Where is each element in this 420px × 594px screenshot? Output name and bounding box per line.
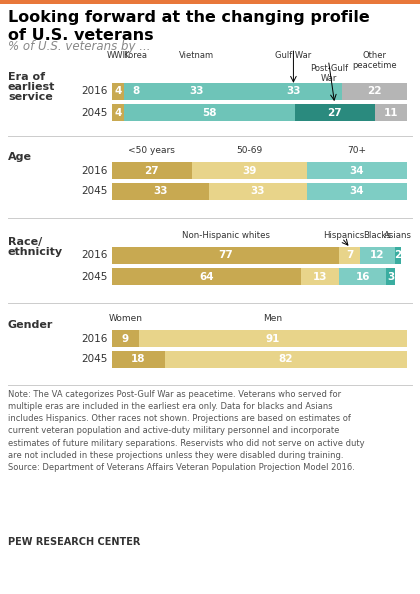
Bar [112, 351, 165, 368]
Bar [165, 351, 407, 368]
Bar [295, 104, 375, 121]
Text: 2045: 2045 [81, 187, 108, 197]
Text: 16: 16 [355, 271, 370, 282]
Bar [245, 83, 342, 100]
Text: 4: 4 [114, 108, 121, 118]
Text: Looking forward at the changing profile
of U.S. veterans: Looking forward at the changing profile … [8, 10, 370, 43]
Bar [124, 83, 147, 100]
Text: 70+: 70+ [347, 146, 366, 155]
Bar [112, 247, 339, 264]
Text: Men: Men [263, 314, 282, 323]
Text: Note: The VA categorizes Post-Gulf War as peacetime. Veterans who served for
mul: Note: The VA categorizes Post-Gulf War a… [8, 390, 365, 472]
Text: 2045: 2045 [81, 355, 108, 365]
Text: 27: 27 [328, 108, 342, 118]
Text: Korea: Korea [123, 51, 147, 60]
Text: Non-Hispanic whites: Non-Hispanic whites [181, 231, 270, 240]
Text: 50-69: 50-69 [236, 146, 262, 155]
Bar [112, 162, 192, 179]
Text: Hispanics: Hispanics [323, 231, 364, 240]
Text: 64: 64 [199, 271, 214, 282]
Bar [395, 247, 401, 264]
Text: Era of: Era of [8, 72, 45, 82]
Text: 82: 82 [279, 355, 293, 365]
Text: 27: 27 [144, 166, 159, 175]
Text: 18: 18 [131, 355, 146, 365]
Text: Gender: Gender [8, 320, 53, 330]
Text: 3: 3 [387, 271, 394, 282]
Bar [375, 104, 407, 121]
Text: 2016: 2016 [81, 166, 108, 175]
Bar [307, 162, 407, 179]
Text: Other
peacetime: Other peacetime [352, 51, 397, 71]
Text: earliest: earliest [8, 82, 55, 92]
Text: 58: 58 [202, 108, 217, 118]
Text: 33: 33 [153, 187, 168, 197]
Bar [112, 83, 124, 100]
Text: Age: Age [8, 152, 32, 162]
Text: Race/: Race/ [8, 237, 42, 247]
Text: 39: 39 [242, 166, 256, 175]
Text: % of U.S. veterans by ...: % of U.S. veterans by ... [8, 40, 150, 53]
Bar [209, 183, 307, 200]
Bar [301, 268, 339, 285]
Bar [112, 268, 301, 285]
Text: 77: 77 [218, 251, 233, 261]
Bar [147, 83, 245, 100]
Text: 2: 2 [394, 251, 402, 261]
Text: Vietnam: Vietnam [178, 51, 214, 60]
Text: 22: 22 [368, 87, 382, 96]
Text: PEW RESEARCH CENTER: PEW RESEARCH CENTER [8, 537, 140, 547]
Text: <50 years: <50 years [129, 146, 175, 155]
Text: 11: 11 [383, 108, 398, 118]
Text: 91: 91 [265, 333, 280, 343]
Text: 8: 8 [132, 87, 139, 96]
Text: 2045: 2045 [81, 271, 108, 282]
Text: 34: 34 [349, 187, 364, 197]
Text: 34: 34 [349, 166, 364, 175]
Bar [112, 183, 209, 200]
Bar [192, 162, 307, 179]
Text: 33: 33 [251, 187, 265, 197]
Text: 2016: 2016 [81, 87, 108, 96]
Text: 33: 33 [286, 87, 301, 96]
Bar [342, 83, 407, 100]
Text: 2016: 2016 [81, 333, 108, 343]
Bar [139, 330, 407, 347]
Text: 12: 12 [370, 251, 385, 261]
Bar [386, 268, 395, 285]
Text: 4: 4 [114, 87, 121, 96]
Text: WWII: WWII [107, 51, 129, 60]
Bar [339, 247, 360, 264]
Bar [360, 247, 395, 264]
Text: service: service [8, 92, 53, 102]
Text: 2016: 2016 [81, 251, 108, 261]
Bar [339, 268, 386, 285]
Text: 7: 7 [346, 251, 353, 261]
Text: Women: Women [108, 314, 142, 323]
Text: Asians: Asians [384, 231, 412, 240]
Bar [307, 183, 407, 200]
Bar [112, 330, 139, 347]
Text: ethnicity: ethnicity [8, 247, 63, 257]
Text: 9: 9 [122, 333, 129, 343]
Text: 13: 13 [313, 271, 327, 282]
Text: 2045: 2045 [81, 108, 108, 118]
Bar [124, 104, 295, 121]
Bar [0, 0, 420, 4]
Text: Blacks: Blacks [364, 231, 391, 240]
Text: Post-Gulf
War: Post-Gulf War [310, 64, 348, 83]
Text: 33: 33 [189, 87, 203, 96]
Bar [112, 104, 124, 121]
Text: Gulf War: Gulf War [275, 51, 312, 60]
